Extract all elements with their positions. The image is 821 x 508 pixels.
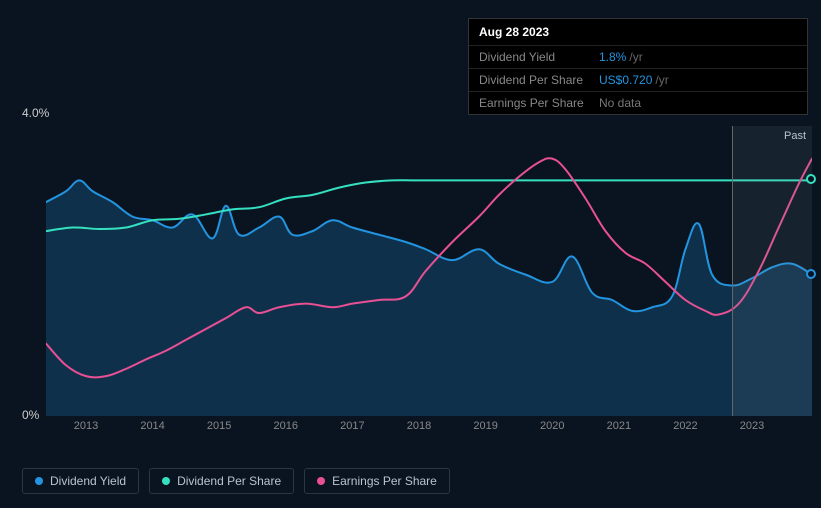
x-axis: 2013 2014 2015 2016 2017 2018 2019 2020 2021 2022… xyxy=(46,420,812,440)
x-axis-tick: 2015 xyxy=(207,420,231,432)
tooltip-row: Dividend Yield1.8%/yr xyxy=(469,46,807,69)
tooltip-date: Aug 28 2023 xyxy=(469,19,807,46)
legend-item[interactable]: Dividend Per Share xyxy=(149,468,294,494)
x-axis-tick: 2017 xyxy=(340,420,364,432)
legend-swatch-icon xyxy=(162,477,170,485)
x-axis-tick: 2023 xyxy=(740,420,764,432)
legend-label: Earnings Per Share xyxy=(332,474,437,488)
series-end-marker xyxy=(806,174,816,184)
legend: Dividend Yield Dividend Per Share Earnings… xyxy=(22,468,450,494)
x-axis-tick: 2020 xyxy=(540,420,564,432)
legend-item[interactable]: Dividend Yield xyxy=(22,468,139,494)
tooltip-metric-label: Earnings Per Share xyxy=(479,96,599,110)
past-label: Past xyxy=(784,130,806,142)
x-axis-tick: 2016 xyxy=(274,420,298,432)
x-axis-tick: 2013 xyxy=(74,420,98,432)
tooltip-metric-value: No data xyxy=(599,96,641,110)
tooltip-row: Dividend Per ShareUS$0.720/yr xyxy=(469,69,807,92)
y-axis-max-label: 4.0% xyxy=(22,106,49,120)
legend-swatch-icon xyxy=(35,477,43,485)
hover-vertical-line xyxy=(732,126,733,416)
x-axis-tick: 2019 xyxy=(473,420,497,432)
x-axis-tick: 2022 xyxy=(673,420,697,432)
tooltip-metric-value: 1.8%/yr xyxy=(599,50,643,64)
tooltip-metric-label: Dividend Per Share xyxy=(479,73,599,87)
y-axis-min-label: 0% xyxy=(22,408,39,422)
past-shaded-band xyxy=(732,126,812,416)
series-end-marker xyxy=(806,269,816,279)
chart-container: 4.0% 0% Past 201320142015201620172018201… xyxy=(22,108,812,448)
legend-item[interactable]: Earnings Per Share xyxy=(304,468,450,494)
x-axis-tick: 2018 xyxy=(407,420,431,432)
tooltip-metric-unit: /yr xyxy=(655,73,668,87)
x-axis-tick: 2014 xyxy=(140,420,164,432)
tooltip-metric-label: Dividend Yield xyxy=(479,50,599,64)
plot-area[interactable]: Past xyxy=(46,126,812,416)
tooltip-metric-value: US$0.720/yr xyxy=(599,73,669,87)
x-axis-tick: 2021 xyxy=(607,420,631,432)
tooltip-row: Earnings Per ShareNo data xyxy=(469,92,807,114)
tooltip-metric-unit: /yr xyxy=(629,50,642,64)
legend-swatch-icon xyxy=(317,477,325,485)
hover-tooltip: Aug 28 2023 Dividend Yield1.8%/yrDividen… xyxy=(468,18,808,115)
legend-label: Dividend Yield xyxy=(50,474,126,488)
legend-label: Dividend Per Share xyxy=(177,474,281,488)
